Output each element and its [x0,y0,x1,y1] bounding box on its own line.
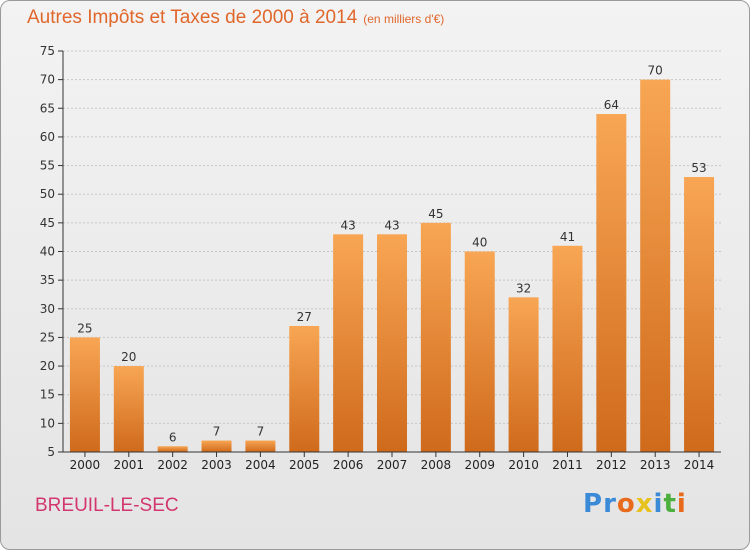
bar-2011 [552,245,583,452]
x-tick-label-2007: 2007 [377,458,408,472]
logo-letter: i [676,489,687,519]
bar-2008 [420,222,451,452]
data-label-2003: 7 [213,425,221,439]
x-tick-label-2003: 2003 [201,458,232,472]
x-tick-label-2000: 2000 [70,458,101,472]
y-tick-label: 20 [40,359,55,373]
data-label-2009: 40 [472,236,487,250]
y-tick-label: 5 [47,445,55,459]
bar-2010 [508,297,539,452]
bar-2001 [113,366,144,452]
y-tick-label: 35 [40,273,55,287]
proxiti-logo: Proxiti [583,489,687,519]
logo-letter: P [583,489,604,519]
x-tick-label-2009: 2009 [464,458,495,472]
bar-2000 [69,337,100,452]
bar-2003 [201,440,232,452]
bar-2004 [245,440,276,452]
y-tick-label: 15 [40,388,55,402]
bar-2009 [464,251,495,452]
y-axis: 5 10 15 20 25 30 35 40 45 50 55 60 65 70 75 [40,44,64,459]
bar-2007 [377,234,407,452]
y-tick-label: 50 [40,187,55,201]
data-label-2007: 43 [384,218,399,232]
x-tick-label-2004: 2004 [245,458,276,472]
bar-2013 [640,79,671,453]
logo-letter: x [635,489,654,519]
y-tick-label: 40 [40,245,55,259]
x-tick-label-2014: 2014 [684,458,715,472]
bar-2005 [289,325,320,452]
data-label-2004: 7 [257,425,265,439]
data-label-2006: 43 [340,218,355,232]
bars: 25 20 6 7 7 27 43 43 45 40 32 41 64 70 53 [69,64,715,453]
y-tick-label: 65 [40,101,55,115]
data-label-2005: 27 [297,310,312,324]
bar-2006 [333,234,364,452]
x-tick-label-2006: 2006 [333,458,364,472]
x-tick-label-2010: 2010 [508,458,539,472]
x-tick-label-2005: 2005 [289,458,320,472]
data-label-2010: 32 [516,281,531,295]
data-label-2012: 64 [604,98,619,112]
data-label-2000: 25 [77,321,92,335]
logo-letter: r [603,489,617,519]
data-label-2013: 70 [648,64,663,78]
y-tick-label: 45 [40,216,55,230]
data-label-2001: 20 [121,350,136,364]
x-tick-label-2012: 2012 [596,458,627,472]
logo-letter: t [663,489,677,519]
x-tick-label-2002: 2002 [157,458,188,472]
y-tick-label: 25 [40,330,55,344]
chart-unit: (en milliers d'€) [363,12,445,26]
x-tick-label-2011: 2011 [552,458,583,472]
chart-title: Autres Impôts et Taxes de 2000 à 2014 (en… [27,7,444,29]
data-label-2011: 41 [560,230,575,244]
commune-name: BREUIL-LE-SEC [35,495,179,516]
y-tick-label: 60 [40,130,55,144]
y-tick-label: 70 [40,73,55,87]
logo-letter: i [653,489,664,519]
y-tick-label: 30 [40,302,55,316]
x-axis: 2000 2001 2002 2003 2004 2005 2006 2007 2008 2009… [63,451,721,472]
y-tick-label: 55 [40,159,55,173]
x-tick-label-2008: 2008 [421,458,452,472]
data-label-2014: 53 [691,161,706,175]
bar-2002 [157,446,188,452]
logo-letter: o [616,489,636,519]
x-tick-label-2001: 2001 [114,458,145,472]
x-tick-label-2013: 2013 [640,458,671,472]
y-tick-label: 75 [40,44,55,58]
y-tick-label: 10 [40,416,55,430]
bar-2014 [684,177,715,452]
data-label-2002: 6 [169,430,177,444]
chart-title-text: Autres Impôts et Taxes de 2000 à 2014 [27,7,358,28]
bar-2012 [596,114,627,452]
data-label-2008: 45 [428,207,443,221]
